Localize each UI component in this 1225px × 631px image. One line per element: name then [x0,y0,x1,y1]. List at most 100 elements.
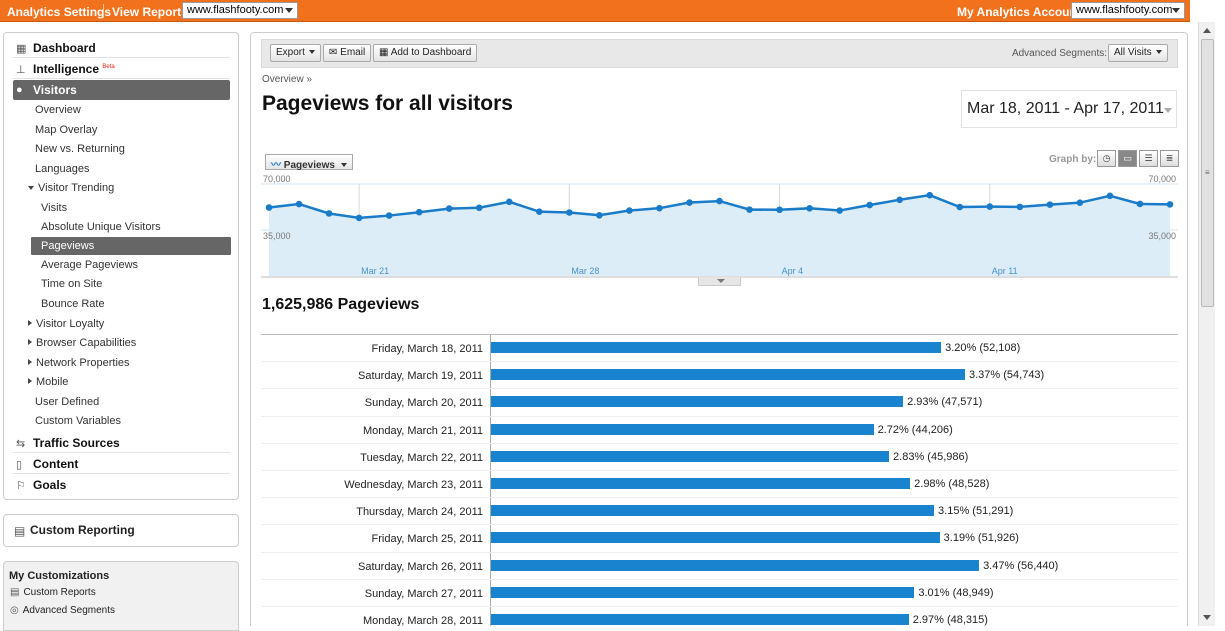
sidebar-item-network-properties[interactable]: Network Properties [28,357,130,369]
chart-point[interactable] [986,203,994,210]
chart-point[interactable] [325,210,333,217]
sidebar-item-time-on-site[interactable]: Time on Site [41,278,103,290]
sidebar-item-browser-capabilities[interactable]: Browser Capabilities [28,337,136,349]
metric-select-button[interactable]: 〰 Pageviews [265,154,353,171]
custom-reporting-link[interactable]: ▤ Custom Reporting [3,514,239,547]
chart-point[interactable] [355,214,363,222]
x-tick-label: Apr 4 [782,266,804,276]
chart-point[interactable] [536,208,543,215]
sidebar-item-traffic-sources[interactable]: ⇆ Traffic Sources [13,433,230,453]
graph-by-week-button[interactable]: ☰ [1139,150,1158,167]
date-range-value: Mar 18, 2011 - Apr 17, 2011 [967,100,1164,117]
sidebar-item-average-pageviews[interactable]: Average Pageviews [41,259,139,271]
line-chart-icon: 〰 [271,160,284,171]
sidebar-item-absolute-unique-visitors[interactable]: Absolute Unique Visitors [41,221,161,233]
chart-point[interactable] [596,211,603,219]
sidebar-item-new-vs-returning[interactable]: New vs. Returning [35,143,125,155]
sidebar-item-visitor-trending[interactable]: Visitor Trending [28,182,114,194]
chart-point[interactable] [686,199,693,206]
profile-select[interactable]: www.flashfooty.com [182,2,298,19]
graph-by-hour-button[interactable]: ◷ [1097,150,1116,167]
scrollbar-thumb[interactable]: ≡ [1201,39,1214,307]
chart-point[interactable] [746,206,753,213]
chart-point[interactable] [1046,201,1054,208]
custom-reports-link[interactable]: ▤ Custom Reports [10,587,96,598]
breadcrumb[interactable]: Overview » [262,74,313,85]
row-bar [491,532,940,544]
sidebar-item-intelligence[interactable]: ⊥ Intelligence Beta [13,59,230,79]
sidebar-item-visits[interactable]: Visits [41,202,68,214]
row-value: 3.37% (54,743) [969,369,1045,382]
flag-icon: ⚐ [16,480,26,492]
chart-point[interactable] [836,207,843,214]
sidebar-item-visitor-loyalty[interactable]: Visitor Loyalty [28,318,104,330]
add-to-dashboard-button[interactable]: ▦ Add to Dashboard [373,44,478,62]
sidebar-item-map-overlay[interactable]: Map Overlay [35,124,98,136]
email-button[interactable]: ✉ Email [323,44,372,62]
row-bar [491,505,935,517]
chart-point[interactable] [505,198,513,206]
sidebar-item-custom-variables[interactable]: Custom Variables [35,415,121,427]
chart-point[interactable] [926,191,934,199]
row-date-label: Sunday, March 20, 2011 [364,397,483,410]
chart-point[interactable] [626,207,633,214]
page-scrollbar[interactable]: ≡ [1198,22,1215,626]
sidebar-item-label: Visitor Loyalty [36,318,105,330]
scroll-up-icon[interactable] [1203,28,1211,33]
sidebar-item-goals[interactable]: ⚐ Goals [13,475,230,495]
chart-point[interactable] [1016,203,1024,211]
chevron-down-icon [340,163,347,167]
sidebar-item-visitors[interactable]: ● Visitors [13,80,230,100]
sidebar-item-dashboard[interactable]: ▦ Dashboard [13,38,230,58]
row-value: 3.47% (56,440) [983,559,1059,572]
chart-point[interactable] [656,204,663,212]
date-range-picker[interactable]: Mar 18, 2011 - Apr 17, 2011 [961,90,1177,128]
chart-point[interactable] [265,204,273,211]
row-date-label: Thursday, March 24, 2011 [356,506,483,519]
graph-by-month-button[interactable]: ≣ [1160,150,1179,167]
export-button[interactable]: Export [270,44,321,62]
triangle-down-icon [28,186,34,190]
sidebar-item-languages[interactable]: Languages [35,163,90,175]
account-select[interactable]: www.flashfooty.com [1071,2,1185,19]
chart-point[interactable] [1076,199,1084,206]
row-value: 2.97% (48,315) [912,613,988,626]
y-tick-label: 35,000 [263,231,291,241]
chart-point[interactable] [295,200,303,208]
advanced-segments-link[interactable]: ◎ Advanced Segments [10,605,115,616]
metric-select-label: Pageviews [283,160,335,171]
sidebar-item-bounce-rate[interactable]: Bounce Rate [41,298,105,310]
chart-point[interactable] [956,203,964,211]
chart-point[interactable] [415,208,423,216]
chart-point[interactable] [896,196,903,204]
row-bar [491,450,890,462]
chart-point[interactable] [1136,200,1144,208]
chart-point[interactable] [806,205,813,212]
chart-point[interactable] [475,204,483,212]
graph-by-day-button[interactable]: ▭ [1118,150,1137,167]
sidebar-item-mobile[interactable]: Mobile [28,376,68,388]
chart-point[interactable] [385,212,393,219]
chart-point[interactable] [866,201,873,209]
sidebar-item-pageviews[interactable]: Pageviews [31,237,231,255]
chart-point[interactable] [776,206,783,214]
week-icon: ☰ [1144,153,1153,163]
sidebar-item-label: Mobile [36,376,69,388]
scroll-down-icon[interactable] [1203,615,1211,620]
chart-point[interactable] [445,205,453,212]
sidebar-item-label: Visitors [33,83,77,97]
analytics-settings-link[interactable]: Analytics Settings [7,5,112,19]
chart-point[interactable] [1166,201,1174,208]
chart-point[interactable] [716,197,723,205]
segment-select[interactable]: All Visits [1108,44,1168,62]
chart-collapse-handle[interactable] [698,277,741,286]
chart-point[interactable] [566,209,573,216]
row-bar [491,369,965,381]
sidebar-item-user-defined[interactable]: User Defined [35,396,100,408]
sidebar-item-overview[interactable]: Overview [35,104,81,116]
row-date-label: Wednesday, March 23, 2011 [344,478,483,491]
row-date-label: Friday, March 18, 2011 [371,343,483,355]
sidebar-item-content[interactable]: ▯ Content [13,454,230,474]
chart-point[interactable] [1106,192,1114,200]
day-icon: ▭ [1123,153,1132,163]
